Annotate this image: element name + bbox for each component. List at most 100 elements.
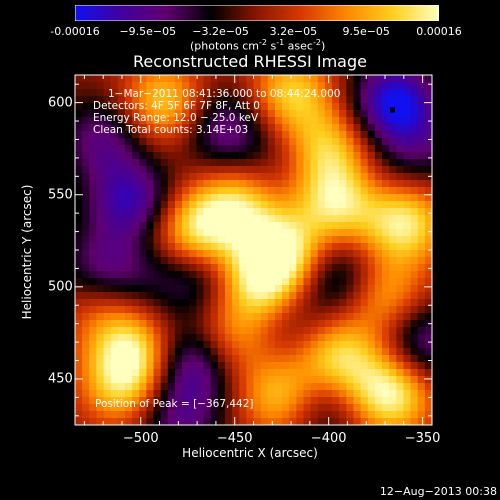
heatmap-cell xyxy=(139,278,147,286)
heatmap-cell xyxy=(346,320,354,328)
heatmap-cell xyxy=(267,166,276,174)
heatmap-cell xyxy=(246,243,254,251)
y-axis-label: Heliocentric Y (arcsec) xyxy=(20,184,34,320)
heatmap-cell xyxy=(189,166,197,174)
heatmap-cell xyxy=(296,362,304,370)
heatmap-cell xyxy=(196,264,204,272)
heatmap-cell xyxy=(139,285,147,293)
heatmap-cell xyxy=(75,131,83,139)
heatmap-cell xyxy=(367,362,376,370)
heatmap-cell xyxy=(382,355,390,363)
heatmap-cell xyxy=(417,271,426,279)
heatmap-cell xyxy=(267,110,276,118)
heatmap-cell xyxy=(224,404,233,412)
heatmap-cell xyxy=(182,376,190,384)
heatmap-cell xyxy=(360,376,369,384)
heatmap-cell xyxy=(403,411,411,419)
heatmap-cell xyxy=(117,173,126,181)
heatmap-cell xyxy=(167,117,176,125)
heatmap-cell xyxy=(89,96,97,104)
heatmap-cell xyxy=(324,131,333,139)
heatmap-cell xyxy=(139,362,147,370)
heatmap-cell xyxy=(424,215,433,223)
heatmap-cell xyxy=(203,257,212,265)
heatmap-cell xyxy=(410,75,419,83)
heatmap-cell xyxy=(96,271,104,279)
heatmap-cell xyxy=(239,243,247,251)
heatmap-cell xyxy=(160,173,169,181)
heatmap-cell xyxy=(253,355,262,363)
heatmap-cell xyxy=(353,383,361,391)
heatmap-cell xyxy=(146,355,154,363)
heatmap-cell xyxy=(367,376,376,384)
heatmap-cell xyxy=(89,285,97,293)
heatmap-cell xyxy=(182,152,190,160)
heatmap-cell xyxy=(374,299,383,307)
heatmap-cell xyxy=(103,264,112,272)
heatmap-cell xyxy=(296,201,304,209)
heatmap-cell xyxy=(110,82,119,90)
heatmap-cell xyxy=(317,355,326,363)
heatmap-cell xyxy=(146,271,154,279)
heatmap-cell xyxy=(160,348,169,356)
heatmap-cell xyxy=(274,152,283,160)
heatmap-cell xyxy=(424,376,433,384)
heatmap-cell xyxy=(403,236,411,244)
heatmap-cell xyxy=(160,138,169,146)
heatmap-cell xyxy=(75,264,83,272)
heatmap-cell xyxy=(296,187,304,195)
heatmap-cell xyxy=(182,166,190,174)
heatmap-cell xyxy=(332,180,340,188)
heatmap-cell xyxy=(267,173,276,181)
heatmap-cell xyxy=(403,243,411,251)
heatmap-cell xyxy=(317,243,326,251)
heatmap-cell xyxy=(146,383,154,391)
heatmap-cell xyxy=(417,194,426,202)
heatmap-cell xyxy=(324,159,333,167)
heatmap-cell xyxy=(417,376,426,384)
heatmap-cell xyxy=(346,257,354,265)
heatmap-cell xyxy=(339,292,347,300)
heatmap-cell xyxy=(246,117,254,125)
heatmap-cell xyxy=(217,96,226,104)
heatmap-cell xyxy=(167,355,176,363)
heatmap-cell xyxy=(189,292,197,300)
heatmap-cell xyxy=(382,82,390,90)
heatmap-cell xyxy=(260,264,269,272)
heatmap-cell xyxy=(382,110,390,118)
heatmap-cell xyxy=(174,187,183,195)
heatmap-cell xyxy=(146,341,154,349)
heatmap-cell xyxy=(253,327,262,335)
heatmap-cell xyxy=(167,208,176,216)
heatmap-cell xyxy=(182,383,190,391)
heatmap-cell xyxy=(103,173,112,181)
heatmap-cell xyxy=(303,292,312,300)
heatmap-cell xyxy=(360,117,369,125)
heatmap-cell xyxy=(160,264,169,272)
heatmap-cell xyxy=(196,103,204,111)
heatmap-cell xyxy=(289,348,297,356)
heatmap-cell xyxy=(353,222,361,230)
colorbar-units: (photons cm-2 s-1 asec-2) xyxy=(190,38,326,53)
heatmap-cell xyxy=(232,362,240,370)
heatmap-cell xyxy=(210,201,219,209)
heatmap-cell xyxy=(124,355,133,363)
heatmap-cell xyxy=(396,299,404,307)
heatmap-cell xyxy=(132,355,140,363)
heatmap-cell xyxy=(374,313,383,321)
heatmap-cell xyxy=(139,383,147,391)
heatmap-cell xyxy=(296,411,304,419)
heatmap-cell xyxy=(396,306,404,314)
heatmap-cell xyxy=(174,166,183,174)
heatmap-cell xyxy=(153,82,162,90)
heatmap-cell xyxy=(374,215,383,223)
heatmap-cell xyxy=(89,82,97,90)
heatmap-cell xyxy=(117,355,126,363)
heatmap-cell xyxy=(424,299,433,307)
heatmap-cell xyxy=(424,208,433,216)
heatmap-cell xyxy=(96,250,104,258)
heatmap-cell xyxy=(174,390,183,398)
heatmap-cell xyxy=(124,75,133,83)
heatmap-cell xyxy=(139,348,147,356)
heatmap-cell xyxy=(296,390,304,398)
